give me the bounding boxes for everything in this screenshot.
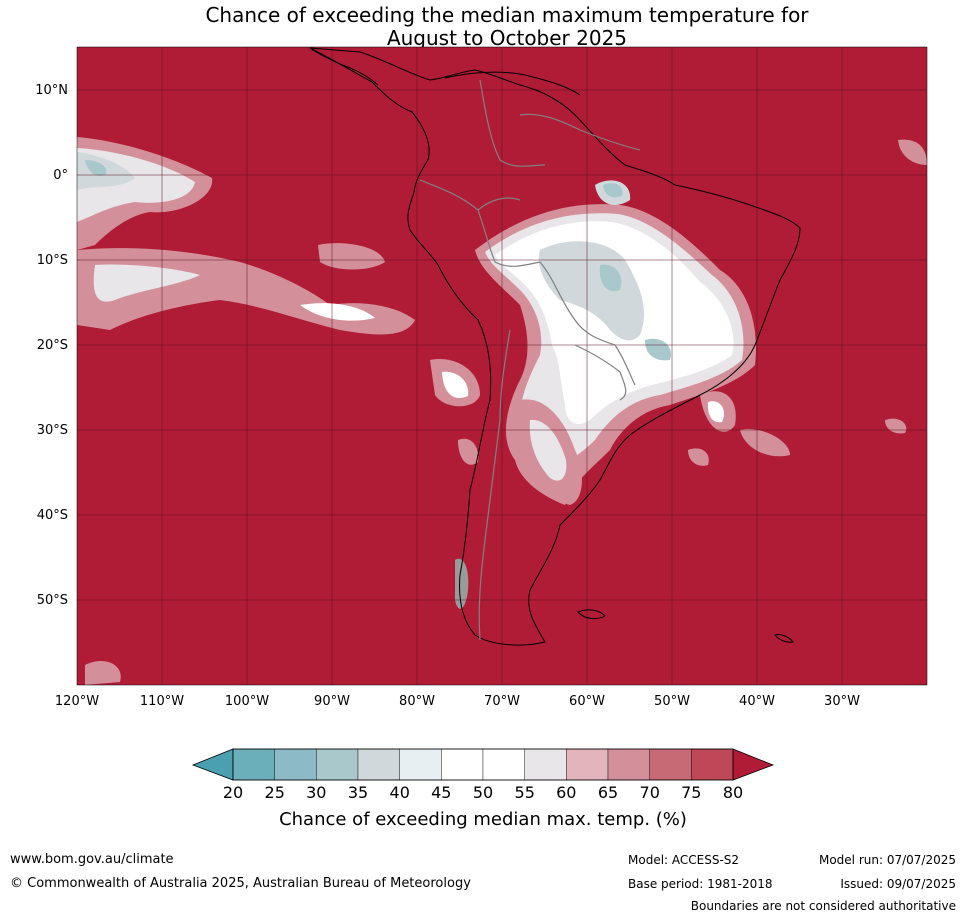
cb-tick: 35 [348, 783, 368, 802]
lon-labels: 120°W 110°W 100°W 90°W 80°W 70°W 60°W 50… [55, 694, 860, 709]
lon-label-100w: 100°W [225, 694, 269, 709]
colorbar-segment [441, 748, 484, 781]
south-georgia-outline [774, 634, 794, 643]
lon-label-50w: 50°W [654, 694, 690, 709]
cb-tick: 30 [306, 783, 326, 802]
colorbar: 20 25 30 35 40 45 50 55 60 65 70 75 80 C… [191, 748, 775, 830]
lat-label-30s: 30°S [37, 423, 68, 438]
colorbar-segments [232, 748, 734, 781]
title-line-2: August to October 2025 [386, 26, 628, 50]
cb-tick: 80 [723, 783, 743, 802]
pacific-equatorial-coolest [85, 160, 107, 176]
atlantic-far-patch [885, 418, 907, 434]
atlantic-30s-spot [688, 448, 709, 466]
cb-tick: 55 [515, 783, 535, 802]
lat-label-0: 0° [53, 168, 68, 183]
pacific-south-blob-core [442, 371, 469, 399]
border-paraguay [574, 344, 627, 401]
colorbar-segment [316, 748, 359, 781]
colorbar-frame [232, 748, 734, 781]
map-frame [76, 46, 928, 686]
cb-tick: 25 [265, 783, 285, 802]
cb-tick: 65 [598, 783, 618, 802]
lon-label-120w: 120°W [55, 694, 99, 709]
map-title: Chance of exceeding the median maximum t… [0, 4, 965, 50]
atlantic-equator-patch [898, 139, 927, 165]
lat-label-10s: 10°S [37, 253, 68, 268]
footer-issued: Issued: 09/07/2025 [840, 877, 956, 891]
lat-label-20s: 20°S [37, 338, 68, 353]
footer-disclaimer: Boundaries are not considered authoritat… [690, 899, 956, 913]
gridlines [77, 47, 927, 685]
border-chile-argentina [478, 329, 511, 641]
argentina-plume-inner [529, 419, 567, 481]
lat-label-10n: 10°N [35, 83, 68, 98]
colorbar-segment [482, 748, 525, 781]
border-peru-brazil [477, 209, 541, 267]
lat-label-50s: 50°S [37, 593, 68, 608]
colorbar-label: Chance of exceeding median max. temp. (%… [279, 809, 687, 830]
lat-label-40s: 40°S [37, 508, 68, 523]
colorbar-segment [607, 748, 650, 781]
atlantic-mid-patch [740, 429, 790, 457]
pacific-10s-core [93, 264, 200, 302]
central-america-coastline [309, 47, 379, 86]
lon-label-80w: 80°W [399, 694, 435, 709]
footer-copyright: © Commonwealth of Australia 2025, Austra… [10, 876, 471, 891]
pacific-north-patch [318, 243, 385, 270]
coastlines [309, 47, 801, 646]
lon-label-90w: 90°W [314, 694, 350, 709]
colorbar-segment [399, 748, 442, 781]
cb-tick: 70 [640, 783, 660, 802]
colorbar-segment [649, 748, 692, 781]
cb-tick: 75 [681, 783, 701, 802]
footer-base-period: Base period: 1981-2018 [628, 877, 773, 891]
lon-label-70w: 70°W [484, 694, 520, 709]
colorbar-segment [274, 748, 317, 781]
colorbar-segment [357, 748, 400, 781]
falklands-outline [577, 609, 606, 620]
colorbar-segment [524, 748, 567, 781]
caribbean-coastline [444, 71, 581, 96]
continent-cool-core [538, 241, 645, 341]
lon-label-110w: 110°W [140, 694, 184, 709]
footer-url[interactable]: www.bom.gov.au/climate [10, 852, 174, 867]
title-line-1: Chance of exceeding the median maximum t… [205, 3, 809, 27]
border-bolivia [539, 261, 636, 386]
cb-tick: 45 [431, 783, 451, 802]
colorbar-segment [691, 748, 734, 781]
footer-model-run: Model run: 07/07/2025 [818, 853, 956, 867]
border-colombia-ecuador-peru [419, 179, 521, 211]
south-america-coastline [309, 47, 801, 646]
cb-tick: 50 [473, 783, 493, 802]
lat-labels: 10°N 0° 10°S 20°S 30°S 40°S 50°S [35, 83, 68, 608]
colorbar-arrow-low [191, 748, 234, 781]
atlantic-southeast-blob-core [707, 401, 725, 423]
colorbar-arrow-high [732, 748, 775, 781]
pacific-15s-streak [300, 303, 375, 321]
colorbar-segment [232, 748, 275, 781]
border-colombia-venezuela [479, 79, 546, 167]
country-borders [419, 79, 641, 641]
cb-tick: 40 [390, 783, 410, 802]
lon-label-30w: 30°W [824, 694, 860, 709]
colorbar-segment [566, 748, 609, 781]
pacific-southeast-spot [458, 438, 479, 465]
cb-tick: 60 [556, 783, 576, 802]
lon-label-40w: 40°W [739, 694, 775, 709]
cb-tick: 20 [223, 783, 243, 802]
border-guianas [519, 113, 641, 151]
pacific-southwest-spot [85, 661, 121, 685]
amazon-mouth-cool-core [603, 183, 623, 198]
continent-cool-core-3 [645, 338, 671, 361]
continent-cool-core-2 [599, 264, 622, 292]
footer-model: Model: ACCESS-S2 [628, 853, 740, 867]
lon-label-60w: 60°W [569, 694, 605, 709]
patagonia-grey [455, 558, 469, 609]
